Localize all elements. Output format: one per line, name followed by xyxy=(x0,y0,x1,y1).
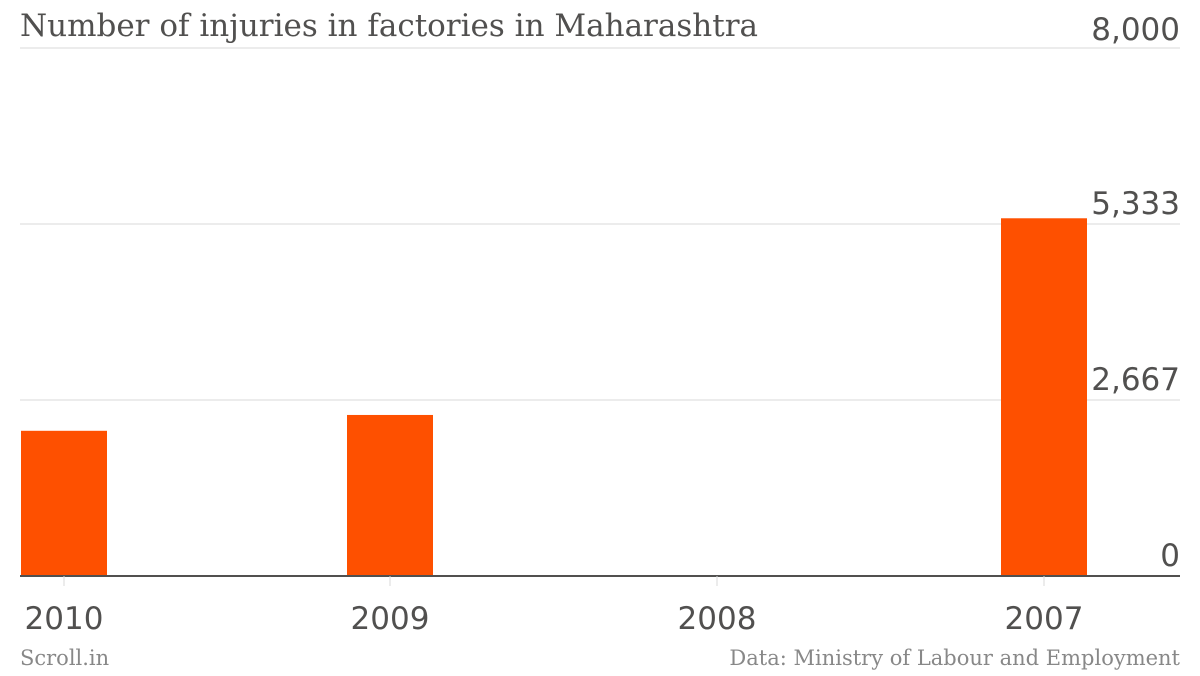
y-tick-label-2: 5,333 xyxy=(1091,186,1180,222)
x-tick-label-2007: 2007 xyxy=(1005,601,1084,637)
bar-2010 xyxy=(21,430,107,576)
y-tick-label-3: 8,000 xyxy=(1091,12,1180,48)
chart-title: Number of injuries in factories in Mahar… xyxy=(20,8,758,44)
y-tick-label-0: 0 xyxy=(1160,538,1180,574)
x-tick-label-2008: 2008 xyxy=(678,601,757,637)
data-credit: Data: Ministry of Labour and Employment xyxy=(729,646,1180,670)
bar-2009 xyxy=(347,414,433,576)
bar-2007 xyxy=(1001,218,1087,576)
x-tick-label-2009: 2009 xyxy=(351,601,430,637)
y-tick-label-1: 2,667 xyxy=(1091,362,1180,398)
x-tick-label-2010: 2010 xyxy=(25,601,104,637)
source-brand: Scroll.in xyxy=(20,646,110,670)
